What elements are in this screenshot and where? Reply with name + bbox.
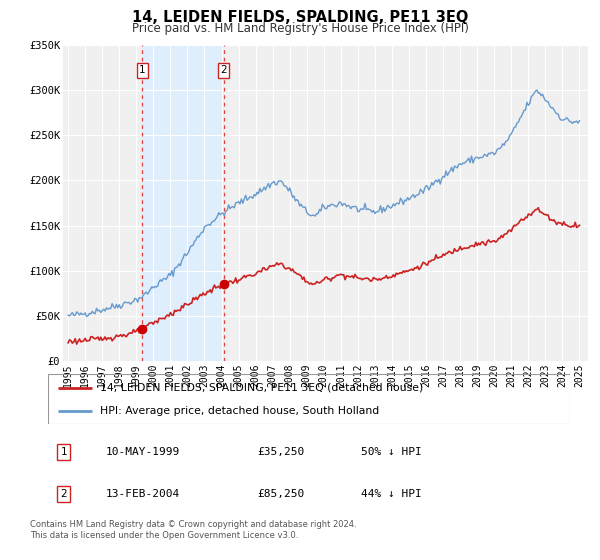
Text: 50% ↓ HPI: 50% ↓ HPI	[361, 447, 422, 457]
Text: 2: 2	[61, 489, 67, 499]
Text: 44% ↓ HPI: 44% ↓ HPI	[361, 489, 422, 499]
Text: Price paid vs. HM Land Registry's House Price Index (HPI): Price paid vs. HM Land Registry's House …	[131, 22, 469, 35]
Text: 1: 1	[139, 65, 146, 75]
Text: 10-MAY-1999: 10-MAY-1999	[106, 447, 179, 457]
Text: £85,250: £85,250	[257, 489, 304, 499]
Text: 2: 2	[220, 65, 227, 75]
Text: 14, LEIDEN FIELDS, SPALDING, PE11 3EQ: 14, LEIDEN FIELDS, SPALDING, PE11 3EQ	[132, 10, 468, 25]
Text: Contains HM Land Registry data © Crown copyright and database right 2024.
This d: Contains HM Land Registry data © Crown c…	[30, 520, 356, 540]
Text: 13-FEB-2004: 13-FEB-2004	[106, 489, 179, 499]
Text: HPI: Average price, detached house, South Holland: HPI: Average price, detached house, Sout…	[100, 406, 379, 416]
Text: £35,250: £35,250	[257, 447, 304, 457]
Text: 1: 1	[61, 447, 67, 457]
Bar	[142, 45, 224, 361]
Text: 14, LEIDEN FIELDS, SPALDING, PE11 3EQ (detached house): 14, LEIDEN FIELDS, SPALDING, PE11 3EQ (d…	[100, 382, 424, 393]
